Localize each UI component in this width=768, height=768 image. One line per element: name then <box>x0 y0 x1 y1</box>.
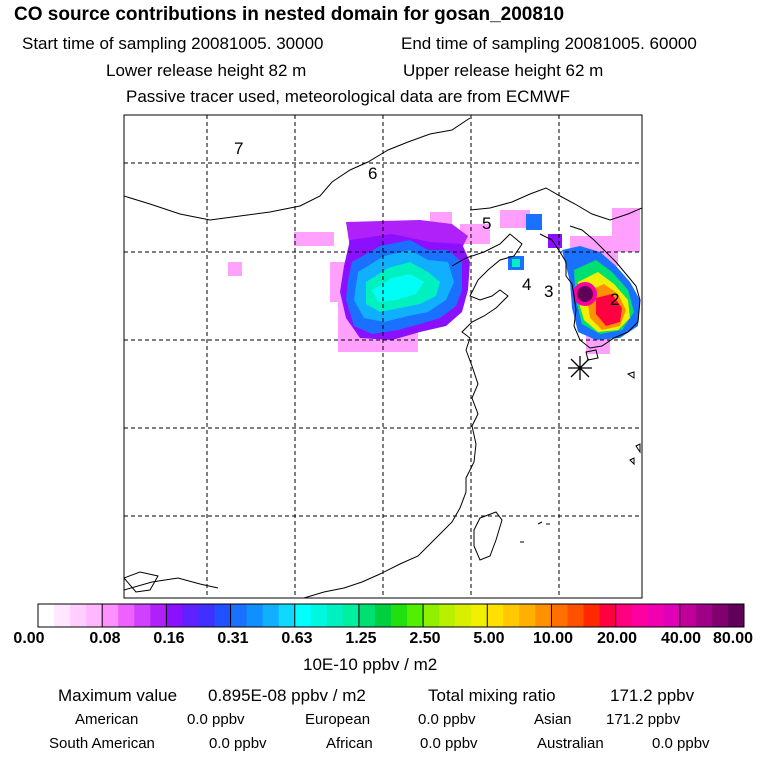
chart-title: CO source contributions in nested domain… <box>14 4 565 25</box>
american-label: American <box>75 711 139 728</box>
lower-release-height: Lower release height 82 m <box>106 61 307 80</box>
taiwan <box>473 511 503 561</box>
colorbar-tick-label: 20.00 <box>596 630 638 647</box>
total-mixing-label: Total mixing ratio <box>428 686 556 705</box>
korea-coast <box>539 225 641 349</box>
region-label-2: 2 <box>610 290 619 309</box>
plume-korea-south <box>596 294 622 326</box>
jeju <box>585 349 599 361</box>
plume-cyan-inner <box>372 274 424 302</box>
south-american-label: South American <box>49 735 155 752</box>
colorbar-tick-label: 1.25 <box>345 630 377 647</box>
plume-blob-2 <box>526 214 542 230</box>
australian-value: 0.0 ppbv <box>652 735 710 752</box>
plume-blob-1-core <box>512 259 520 267</box>
concentration-field <box>228 208 640 354</box>
total-mixing-value: 171.2 ppbv <box>610 686 695 705</box>
region-label-7: 7 <box>234 139 243 158</box>
graticule <box>124 115 642 598</box>
upper-release-height: Upper release height 62 m <box>403 61 604 80</box>
receptor-asterisk-icon <box>568 356 592 380</box>
start-time-label: Start time of sampling 20081005. 30000 <box>22 34 324 53</box>
american-value: 0.0 ppbv <box>187 711 245 728</box>
region-label-6: 6 <box>368 164 377 183</box>
colorbar-tick-label: 0.16 <box>153 630 185 647</box>
plume-korea-peak <box>577 286 593 302</box>
colorbar-tick-label: 10.00 <box>532 630 574 647</box>
bohai-coast <box>451 233 523 351</box>
colorbar-tick-label: 0.00 <box>13 630 45 647</box>
asian-value: 171.2 ppbv <box>606 711 681 728</box>
colorbar-tick-label: 2.50 <box>409 630 441 647</box>
max-value: 0.895E-08 ppbv / m2 <box>208 686 366 705</box>
south-american-value: 0.0 ppbv <box>209 735 267 752</box>
region-labels: 7 6 5 4 3 2 <box>234 139 619 309</box>
region-label-5: 5 <box>482 214 491 233</box>
end-time-label: End time of sampling 20081005. 60000 <box>401 34 697 53</box>
plume-blob-3 <box>548 234 562 248</box>
colorbar-tick-label: 0.63 <box>281 630 313 647</box>
region-label-3: 3 <box>544 282 553 301</box>
japan-islands <box>626 371 641 466</box>
colorbar-tick-label: 0.08 <box>89 630 121 647</box>
african-label: African <box>326 735 373 752</box>
colorbar-tick-label: 40.00 <box>660 630 702 647</box>
european-label: European <box>305 711 371 728</box>
border-north <box>124 117 471 221</box>
colorbar-tick-label: 0.31 <box>217 630 249 647</box>
vietnam-border <box>124 577 219 591</box>
region-label-4: 4 <box>522 275 531 294</box>
european-value: 0.0 ppbv <box>418 711 476 728</box>
colorbar-unit: 10E-10 ppbv / m2 <box>303 655 438 674</box>
hainan <box>124 571 159 593</box>
map-plot: 7 6 5 4 3 2 <box>123 114 643 599</box>
african-value: 0.0 ppbv <box>420 735 478 752</box>
colorbar-tick-label: 80.00 <box>712 630 754 647</box>
asian-label: Asian <box>534 711 572 728</box>
colorbar-tick-label: 5.00 <box>473 630 505 647</box>
islands-east <box>520 521 550 543</box>
max-value-label: Maximum value <box>58 686 178 705</box>
tracer-note: Passive tracer used, meteorological data… <box>126 87 571 106</box>
china-coast <box>303 349 479 598</box>
coastlines <box>124 117 642 598</box>
map-frame <box>123 114 643 599</box>
australian-label: Australian <box>537 735 604 752</box>
border-manchuria <box>469 187 642 221</box>
